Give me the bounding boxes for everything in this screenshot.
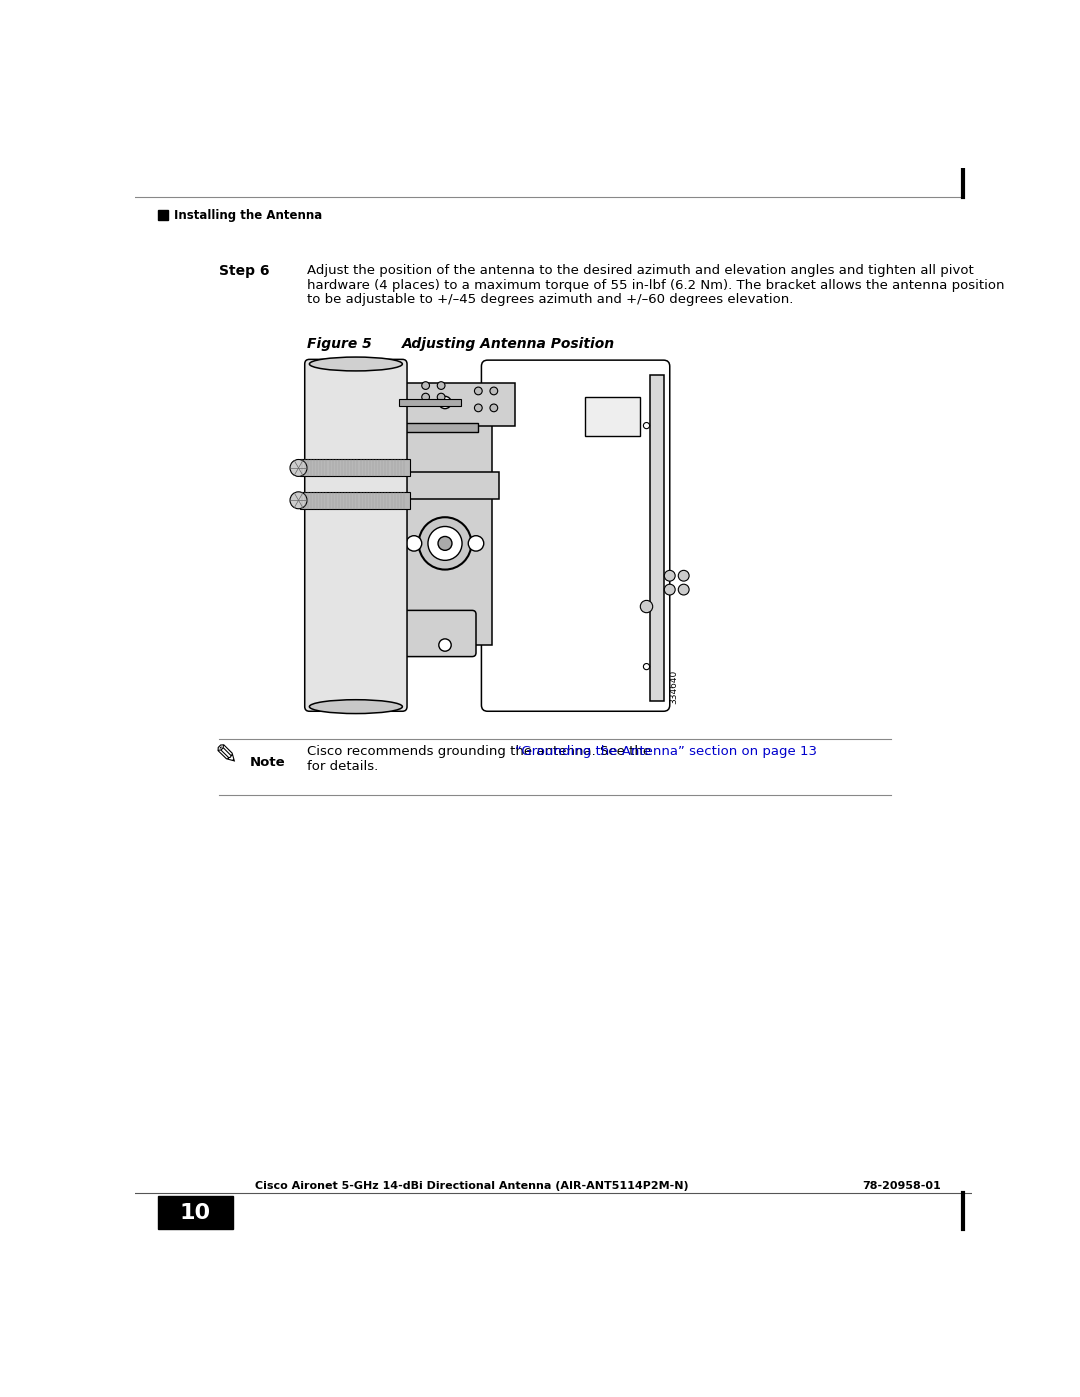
FancyBboxPatch shape (399, 610, 476, 657)
Circle shape (678, 570, 689, 581)
Circle shape (437, 381, 445, 390)
Circle shape (419, 517, 471, 570)
Bar (300, 460, 410, 476)
Circle shape (644, 664, 649, 669)
Bar (345, 422, 478, 432)
Text: 334640: 334640 (670, 669, 678, 704)
Bar (300, 492, 410, 509)
Text: to be adjustable to +/–45 degrees azimuth and +/–60 degrees elevation.: to be adjustable to +/–45 degrees azimut… (307, 293, 794, 306)
Circle shape (422, 393, 430, 401)
Bar (391, 472, 499, 499)
Circle shape (664, 584, 675, 595)
Circle shape (644, 422, 649, 429)
Circle shape (291, 492, 307, 509)
Text: Adjusting Antenna Position: Adjusting Antenna Position (403, 337, 616, 351)
Circle shape (474, 404, 482, 412)
Circle shape (438, 536, 451, 550)
Text: Figure 5: Figure 5 (307, 337, 372, 351)
Bar (159, 210, 168, 219)
Circle shape (490, 387, 498, 395)
Circle shape (406, 535, 422, 550)
Circle shape (422, 381, 430, 390)
Circle shape (469, 535, 484, 550)
Circle shape (428, 527, 462, 560)
Ellipse shape (309, 700, 403, 714)
Circle shape (678, 584, 689, 595)
Ellipse shape (309, 358, 403, 372)
Bar (159, 1196, 232, 1229)
Text: Note: Note (249, 756, 285, 768)
Text: Installing the Antenna: Installing the Antenna (174, 210, 322, 222)
Circle shape (664, 570, 675, 581)
Text: 78-20958-01: 78-20958-01 (862, 1180, 941, 1192)
Text: Cisco recommends grounding the antenna. See the: Cisco recommends grounding the antenna. … (307, 745, 656, 759)
Circle shape (640, 601, 652, 613)
Text: for details.: for details. (307, 760, 378, 773)
Circle shape (291, 460, 307, 476)
Text: hardware (4 places) to a maximum torque of 55 in-lbf (6.2 Nm). The bracket allow: hardware (4 places) to a maximum torque … (307, 278, 1004, 292)
Bar (649, 374, 663, 701)
Bar (391, 383, 515, 426)
Text: ✎: ✎ (215, 742, 238, 770)
Circle shape (438, 397, 451, 409)
Text: 10: 10 (180, 1203, 211, 1222)
Circle shape (490, 404, 498, 412)
Text: Adjust the position of the antenna to the desired azimuth and elevation angles a: Adjust the position of the antenna to th… (307, 264, 974, 277)
Circle shape (474, 387, 482, 395)
Text: Step 6: Step 6 (218, 264, 269, 278)
FancyBboxPatch shape (482, 360, 670, 711)
FancyBboxPatch shape (305, 359, 407, 711)
Text: Cisco Aironet 5-GHz 14-dBi Directional Antenna (AIR-ANT5114P2M-N): Cisco Aironet 5-GHz 14-dBi Directional A… (255, 1180, 689, 1192)
Bar (399, 398, 460, 407)
Circle shape (438, 638, 451, 651)
Bar (584, 397, 640, 436)
Bar (403, 398, 491, 645)
Text: “Grounding the Antenna” section on page 13: “Grounding the Antenna” section on page … (515, 745, 816, 759)
Circle shape (437, 393, 445, 401)
